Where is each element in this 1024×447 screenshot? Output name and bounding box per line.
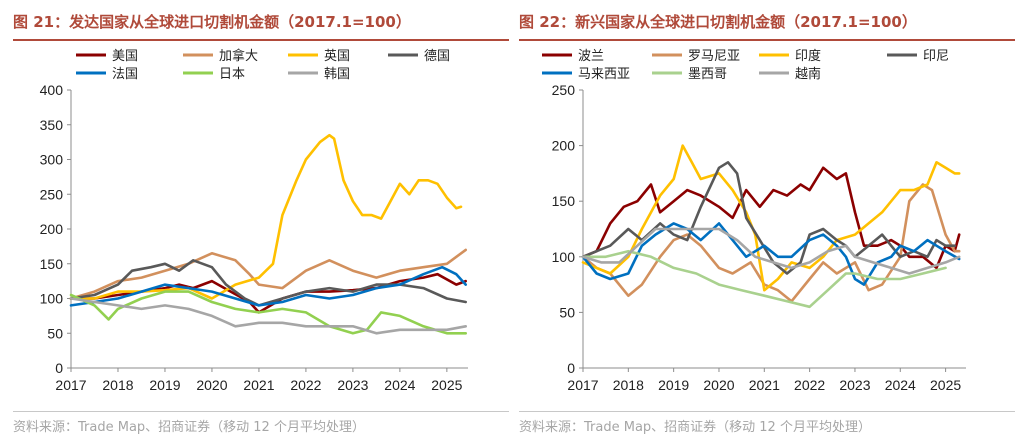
series-line-加拿大 (69, 248, 468, 300)
x-tick-label: 2023 (337, 377, 368, 393)
x-tick-label: 2017 (567, 377, 598, 393)
y-tick-label: 350 (40, 117, 64, 133)
x-tick-label: 2019 (658, 377, 689, 393)
source-note: 资料来源：Trade Map、招商证券（移动 12 个月平均处理） (13, 420, 365, 435)
y-tick-label: 150 (40, 256, 64, 272)
y-tick-label: 50 (47, 325, 63, 341)
legend-label: 加拿大 (219, 48, 258, 64)
y-tick-label: 0 (567, 360, 575, 376)
legend-label: 美国 (112, 49, 138, 64)
series-line-罗马尼亚 (581, 183, 961, 303)
series-line-韩国 (69, 297, 468, 335)
legend-label: 德国 (424, 49, 450, 64)
line-chart: 0 50 100 150 200 250 300 350 400 2017 2018 2019 2020… (40, 48, 468, 393)
chart-title: 图 22：新兴国家从全球进口切割机金额（2017.1=100） (519, 13, 917, 31)
y-tick-label: 100 (40, 291, 64, 307)
series-line-印尼 (581, 161, 957, 275)
series-line-法国 (69, 265, 468, 307)
chart-panel-emerging: 图 22：新兴国家从全球进口切割机金额（2017.1=100） 0 50 100 15… (519, 0, 1015, 447)
legend-label: 日本 (219, 67, 245, 82)
legend-label: 波兰 (578, 49, 604, 64)
legend-label: 印度 (795, 48, 821, 64)
y-tick-label: 150 (552, 193, 576, 209)
title-rule (519, 39, 1015, 41)
x-tick-label: 2024 (384, 377, 415, 393)
y-tick-label: 250 (552, 82, 576, 98)
legend-label: 越南 (795, 66, 821, 82)
title-rule (13, 39, 509, 41)
x-tick-label: 2021 (749, 377, 780, 393)
x-tick-label: 2024 (885, 377, 916, 393)
x-tick-label: 2022 (290, 377, 321, 393)
y-tick-label: 50 (559, 304, 575, 320)
series-line-墨西哥 (581, 249, 947, 309)
x-tick-label: 2020 (196, 377, 227, 393)
x-tick-label: 2019 (149, 377, 180, 393)
legend-label: 印尼 (923, 49, 949, 64)
series-line-印度 (581, 144, 961, 292)
y-tick-label: 250 (40, 186, 64, 202)
chart-panel-developed: 图 21：发达国家从全球进口切割机金额（2017.1=100） 0 50 100 15… (13, 0, 509, 447)
legend-label: 墨西哥 (688, 67, 727, 82)
x-tick-label: 2017 (55, 377, 86, 393)
source-rule (519, 411, 1015, 412)
y-tick-label: 400 (40, 82, 64, 98)
line-chart: 0 50 100 150 200 250 2017 2018 2019 2020 2021 2022 2… (542, 48, 966, 393)
legend-label: 罗马尼亚 (688, 49, 740, 64)
x-tick-label: 2025 (930, 377, 961, 393)
y-tick-label: 0 (55, 360, 63, 376)
x-tick-label: 2022 (794, 377, 825, 393)
source-rule (13, 411, 509, 412)
legend-label: 韩国 (324, 67, 350, 82)
y-tick-label: 200 (40, 221, 64, 237)
legend-label: 马来西亚 (578, 67, 630, 82)
series-line-越南 (581, 227, 961, 275)
x-tick-label: 2023 (839, 377, 870, 393)
x-tick-label: 2018 (102, 377, 133, 393)
legend-label: 法国 (112, 67, 138, 82)
chart-title: 图 21：发达国家从全球进口切割机金额（2017.1=100） (13, 13, 411, 31)
legend-label: 英国 (324, 49, 350, 64)
x-tick-label: 2018 (613, 377, 644, 393)
y-tick-label: 100 (552, 249, 576, 265)
y-tick-label: 300 (40, 152, 64, 168)
x-tick-label: 2025 (431, 377, 462, 393)
series-line-日本 (69, 290, 468, 335)
x-tick-label: 2020 (703, 377, 734, 393)
source-note: 资料来源：Trade Map、招商证券（移动 12 个月平均处理） (519, 420, 871, 435)
series-line-马来西亚 (581, 222, 961, 286)
x-tick-label: 2021 (243, 377, 274, 393)
y-tick-label: 200 (552, 138, 576, 154)
